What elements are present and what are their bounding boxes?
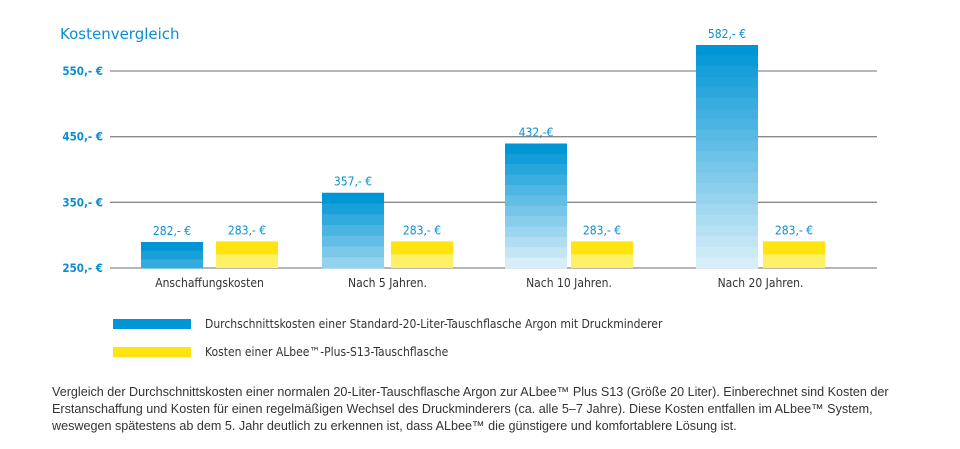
bar-band bbox=[696, 225, 758, 237]
legend-swatch bbox=[113, 347, 191, 357]
chart-description: Vergleich der Durchschnittskosten einer … bbox=[52, 385, 889, 433]
data-label: 582,- € bbox=[708, 27, 746, 41]
bar-band bbox=[696, 257, 758, 269]
bar-band bbox=[322, 257, 384, 269]
data-label: 357,- € bbox=[334, 175, 372, 189]
bar-albee-3 bbox=[763, 241, 825, 268]
bar-band bbox=[505, 153, 567, 165]
bar-band bbox=[696, 193, 758, 205]
bar-band bbox=[571, 241, 633, 255]
bar-band bbox=[696, 66, 758, 78]
bar-albee-0 bbox=[216, 241, 278, 268]
bar-band bbox=[322, 203, 384, 215]
bar-band bbox=[141, 250, 203, 260]
bar-standard-1 bbox=[322, 192, 384, 269]
bar-band bbox=[505, 174, 567, 186]
category-label: Anschaffungskosten bbox=[155, 276, 264, 290]
bar-band bbox=[696, 55, 758, 67]
bar-band bbox=[322, 192, 384, 204]
bar-band bbox=[141, 259, 203, 269]
bar-band bbox=[763, 241, 825, 255]
bar-band bbox=[322, 246, 384, 258]
bar-band bbox=[322, 224, 384, 237]
category-label: Nach 20 Jahren. bbox=[718, 276, 804, 290]
bar-albee-1 bbox=[391, 241, 453, 268]
bar-band bbox=[505, 236, 567, 248]
bar-band bbox=[696, 98, 758, 110]
data-label: 282,- € bbox=[153, 224, 191, 238]
bar-band bbox=[696, 204, 758, 216]
category-label: Nach 10 Jahren. bbox=[526, 276, 612, 290]
bar-band bbox=[391, 241, 453, 255]
bar-albee-2 bbox=[571, 241, 633, 268]
bar-band bbox=[696, 87, 758, 99]
legend-swatch bbox=[113, 319, 191, 329]
bar-band bbox=[696, 246, 758, 258]
bar-band bbox=[696, 236, 758, 248]
data-label: 283,- € bbox=[775, 223, 813, 237]
data-label: 283,- € bbox=[403, 223, 441, 237]
cost-comparison-chart: Kostenvergleich 250,- € 350,- € 450,- € 550… bbox=[60, 25, 877, 359]
bar-band bbox=[696, 44, 758, 57]
bar-band bbox=[763, 254, 825, 268]
bar-band bbox=[505, 257, 567, 269]
bar-band bbox=[391, 254, 453, 268]
bar-band bbox=[505, 226, 567, 238]
bar-band bbox=[571, 254, 633, 268]
y-tick-label: 250,- € bbox=[62, 261, 103, 275]
bar-standard-2 bbox=[505, 143, 567, 269]
bar-band bbox=[505, 205, 567, 217]
bar-band bbox=[505, 184, 567, 196]
y-tick-label: 450,- € bbox=[62, 130, 103, 144]
bar-band bbox=[696, 76, 758, 88]
y-tick-label: 350,- € bbox=[62, 195, 103, 209]
y-tick-label: 550,- € bbox=[62, 64, 103, 78]
data-label: 283,- € bbox=[583, 223, 621, 237]
legend-label: Kosten einer ALbee™-Plus-S13-Tauschflasc… bbox=[205, 345, 449, 359]
category-label: Nach 5 Jahren. bbox=[348, 276, 427, 290]
bar-band bbox=[505, 164, 567, 176]
bar-band bbox=[696, 172, 758, 184]
legend-label: Durchschnittskosten einer Standard-20-Li… bbox=[205, 317, 663, 331]
bar-band bbox=[505, 195, 567, 207]
bar-band bbox=[696, 161, 758, 173]
bar-band bbox=[505, 216, 567, 227]
data-label: 432,-€ bbox=[519, 125, 554, 139]
bar-standard-3 bbox=[696, 44, 758, 269]
bar-band bbox=[696, 140, 758, 152]
bar-band bbox=[696, 119, 758, 131]
bar-band bbox=[696, 151, 758, 163]
bar-band bbox=[216, 241, 278, 255]
bar-band bbox=[696, 129, 758, 142]
bar-band bbox=[696, 108, 758, 120]
bar-band bbox=[505, 247, 567, 259]
bar-band bbox=[696, 183, 758, 195]
bar-band bbox=[141, 241, 203, 252]
bar-standard-0 bbox=[141, 241, 203, 269]
bar-band bbox=[505, 143, 567, 155]
bar-band bbox=[216, 254, 278, 268]
bar-band bbox=[322, 235, 384, 247]
bar-band bbox=[696, 214, 758, 227]
data-label: 283,- € bbox=[228, 223, 266, 237]
bar-band bbox=[322, 214, 384, 226]
chart-title: Kostenvergleich bbox=[60, 25, 180, 43]
